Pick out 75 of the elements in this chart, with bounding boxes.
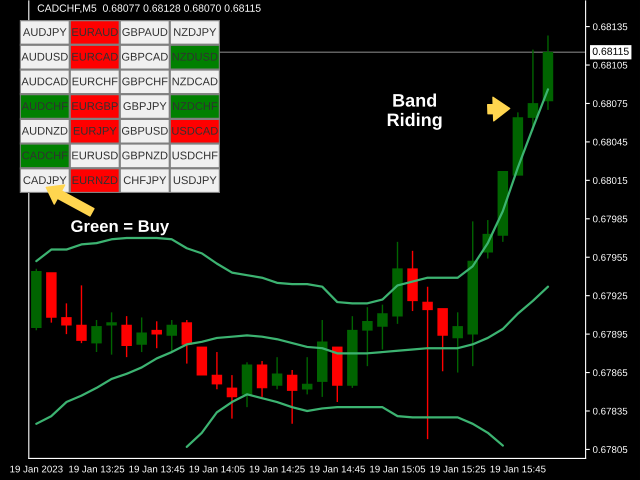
candlestick (212, 351, 222, 390)
y-tick-label: 0.68105 (592, 62, 628, 69)
candlestick (452, 312, 463, 374)
candlestick (91, 319, 102, 353)
candlestick (106, 312, 117, 356)
chart-title: CADCHF,M5 0.68077 0.68128 0.68070 0.68115 (38, 4, 261, 14)
line-series (186, 393, 504, 448)
category-label: NZDCAD (172, 77, 218, 86)
annotation: Band Riding (388, 93, 442, 130)
y-tick-label: 0.68135 (592, 23, 628, 30)
candlestick (76, 284, 87, 344)
candlestick (302, 356, 312, 396)
category-label: AUDNZD (22, 126, 68, 135)
category-label: EURAUD (72, 28, 118, 36)
x-tick-label: 19 Jan 13:45 (129, 466, 184, 472)
y-tick-label: 0.68075 (592, 100, 628, 108)
category-label: CADCHF (22, 152, 68, 160)
ref-line-label: 0.68115 (592, 48, 629, 56)
y-tick-label: 0.67805 (592, 446, 628, 454)
category-label: AUDJPY (22, 28, 67, 36)
candlestick (61, 302, 72, 335)
candlestick (121, 315, 132, 358)
x-tick-label: 19 Jan 15:05 (370, 466, 426, 472)
y-tick-label: 0.67835 (592, 408, 628, 415)
y-tick-label: 0.67895 (592, 330, 628, 338)
y-tick-label: 0.67925 (592, 292, 628, 300)
x-tick-label: 19 Jan 15:45 (490, 466, 546, 472)
candlestick (182, 319, 192, 364)
annotation: Green = Buy (71, 220, 170, 236)
x-tick-label: 19 Jan 15:25 (430, 466, 486, 472)
category-label: NZDJPY (174, 28, 216, 36)
category-label: USDJPY (174, 176, 217, 184)
category-label: GBPJPY (123, 102, 167, 110)
y-tick-label: 0.68015 (592, 177, 628, 184)
candlestick (422, 286, 433, 440)
candlestick (377, 304, 388, 350)
y-tick-label: 0.67865 (592, 369, 628, 376)
category-label: GBPUSD (122, 126, 168, 135)
category-label: GBPCHF (122, 77, 168, 86)
category-label: GBPCAD (122, 52, 168, 61)
candlestick (226, 374, 238, 420)
candlestick (272, 356, 282, 390)
category-label: EURUSD (72, 152, 118, 160)
category-label: USDCHF (172, 152, 218, 160)
x-tick-label: 19 Jan 14:05 (190, 466, 245, 472)
category-label: EURGBP (72, 102, 118, 110)
candlestick (166, 319, 178, 353)
x-tick-label: 19 Jan 2023 (10, 466, 63, 472)
x-tick-label: 19 Jan 14:25 (250, 466, 305, 472)
y-tick-label: 0.67955 (592, 254, 628, 261)
category-label: AUDCHF (22, 102, 68, 110)
line-series (35, 286, 550, 425)
candlestick (151, 320, 162, 349)
x-tick-label: 19 Jan 13:25 (69, 466, 124, 472)
category-label: AUDUSD (21, 52, 68, 61)
category-label: GBPNZD (122, 152, 168, 160)
category-label: EURNZD (72, 176, 118, 184)
category-label: GBPAUD (122, 28, 168, 36)
category-label: CADJPY (23, 176, 67, 184)
category-label: CHFJPY (124, 176, 166, 184)
candlestick (136, 316, 147, 353)
category-label: NZDUSD (172, 52, 218, 61)
candlestick (362, 306, 373, 367)
category-label: NZDCHF (172, 102, 218, 110)
y-tick-label: 0.68045 (592, 138, 628, 146)
candlestick (256, 360, 268, 398)
category-label: AUDCAD (21, 77, 68, 86)
category-label: EURCAD (72, 52, 118, 61)
y-tick-label: 0.67985 (592, 216, 628, 222)
category-label: EURCHF (72, 77, 118, 86)
x-tick-label: 19 Jan 14:45 (310, 466, 366, 472)
category-label: USDCAD (172, 126, 218, 135)
candlestick (286, 369, 298, 424)
category-label: EURJPY (74, 126, 117, 135)
candlestick (528, 48, 538, 132)
